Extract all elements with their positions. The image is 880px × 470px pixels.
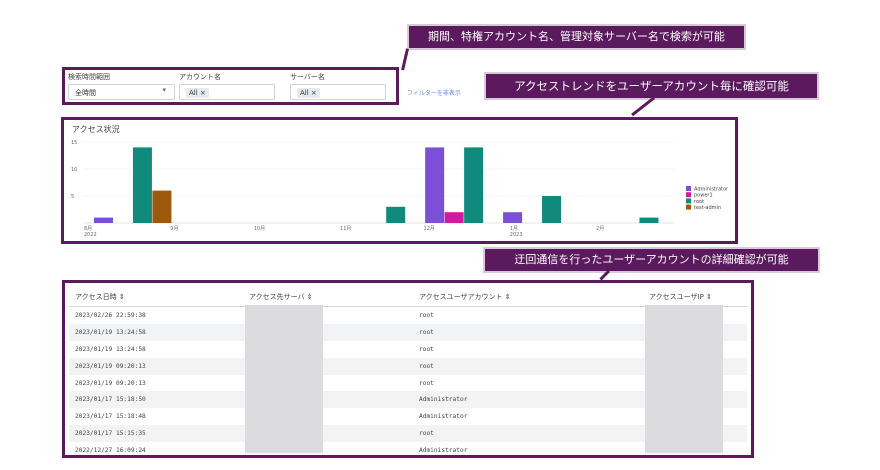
cell-access-datetime: 2023/01/19 09:20:13 — [75, 363, 146, 370]
bar-administrator — [425, 147, 444, 223]
period-value: 全時間 — [75, 89, 96, 97]
bar-root — [133, 147, 152, 223]
period-label: 検索時間範囲 — [68, 72, 110, 82]
legend-label: root — [694, 199, 704, 205]
x-tick-label: 2月 — [596, 226, 604, 232]
y-tick-label: 5 — [71, 194, 74, 200]
bar-administrator — [503, 212, 522, 223]
account-multiselect[interactable]: All × — [179, 84, 275, 100]
cell-user-account: root — [419, 430, 434, 437]
callout-detail: 迂回通信を行ったユーザーアカウントの詳細確認が可能 — [483, 247, 820, 273]
col-header-account[interactable]: アクセスユーザアカウント ⇕ — [419, 292, 511, 302]
server-multiselect[interactable]: All × — [290, 84, 386, 100]
cell-user-account: root — [419, 346, 434, 353]
col-header-server[interactable]: アクセス先サーバ ⇕ — [249, 292, 313, 302]
cell-access-datetime: 2023/01/19 13:24:58 — [75, 329, 146, 336]
col-header-ip[interactable]: アクセスユーザIP ⇕ — [649, 292, 712, 302]
cell-user-account: Administrator — [419, 447, 467, 454]
x-tick-label: 10月 — [254, 226, 265, 232]
cell-access-datetime: 2023/01/17 15:18:48 — [75, 413, 146, 420]
x-tick-label: 11月 — [340, 226, 351, 232]
access-log-panel: アクセス日時 ⇕ アクセス先サーバ ⇕ アクセスユーザアカウント ⇕ アクセスユ… — [62, 280, 754, 458]
y-tick-label: 10 — [71, 167, 77, 173]
x-tick-year-label: 2022 — [84, 232, 97, 238]
legend-label: power1 — [694, 193, 713, 199]
cell-user-account: root — [419, 380, 434, 387]
cell-user-account: root — [419, 312, 434, 319]
bar-root — [386, 207, 405, 223]
x-tick-year-label: 2023 — [510, 232, 523, 238]
legend-swatch — [686, 205, 691, 210]
table-header: アクセス日時 ⇕ アクセス先サーバ ⇕ アクセスユーザアカウント ⇕ アクセスユ… — [69, 286, 747, 307]
cell-user-account: Administrator — [419, 396, 467, 403]
cell-access-datetime: 2023/01/17 15:18:50 — [75, 396, 146, 403]
callout-search-leader — [401, 48, 409, 70]
cell-access-datetime: 2023/02/26 22:59:38 — [75, 312, 146, 319]
legend-swatch — [686, 192, 691, 197]
bar-root — [639, 218, 658, 223]
account-chip-all[interactable]: All × — [186, 88, 209, 98]
cell-user-account: root — [419, 363, 434, 370]
legend-label: Administrator — [694, 186, 729, 192]
callout-trend: アクセストレンドをユーザーアカウント毎に確認可能 — [484, 72, 819, 100]
hide-filters-link[interactable]: フィルターを非表示 — [407, 88, 461, 97]
bar-power1 — [445, 212, 464, 223]
account-label: アカウント名 — [179, 72, 221, 82]
bar-root — [542, 196, 561, 223]
col-header-datetime[interactable]: アクセス日時 ⇕ — [75, 292, 125, 302]
bar-root — [464, 147, 483, 223]
callout-search: 期間、特権アカウント名、管理対象サーバー名で検索が可能 — [407, 24, 746, 50]
cell-access-datetime: 2023/01/17 15:15:35 — [75, 430, 146, 437]
bar-administrator — [94, 218, 113, 223]
cell-access-datetime: 2023/01/19 13:24:58 — [75, 346, 146, 353]
legend-swatch — [686, 198, 691, 203]
y-tick-label: 15 — [71, 140, 77, 146]
cell-user-account: Administrator — [419, 413, 467, 420]
period-select[interactable]: 全時間 ▾ — [68, 84, 175, 100]
cell-user-account: root — [419, 329, 434, 336]
x-tick-label: 12月 — [424, 226, 435, 232]
redacted-server-column — [245, 305, 323, 453]
legend-label: test-admin — [694, 205, 721, 211]
filter-panel: 検索時間範囲 全時間 ▾ アカウント名 All × サーバー名 All × — [62, 67, 399, 105]
server-chip-all[interactable]: All × — [297, 88, 320, 98]
access-chart-panel: アクセス状況 15 10 5 8月 2022 9月 10月 11月 12月 1月 2023 2月 Adm… — [61, 117, 738, 244]
x-tick-label: 9月 — [170, 226, 178, 232]
legend-swatch — [686, 186, 691, 191]
bar-test-admin — [152, 191, 171, 223]
chevron-down-icon: ▾ — [162, 86, 166, 94]
cell-access-datetime: 2022/12/27 16:09:24 — [75, 447, 146, 454]
redacted-ip-column — [645, 305, 723, 453]
server-label: サーバー名 — [290, 72, 325, 82]
cell-access-datetime: 2023/01/19 09:20:13 — [75, 380, 146, 387]
